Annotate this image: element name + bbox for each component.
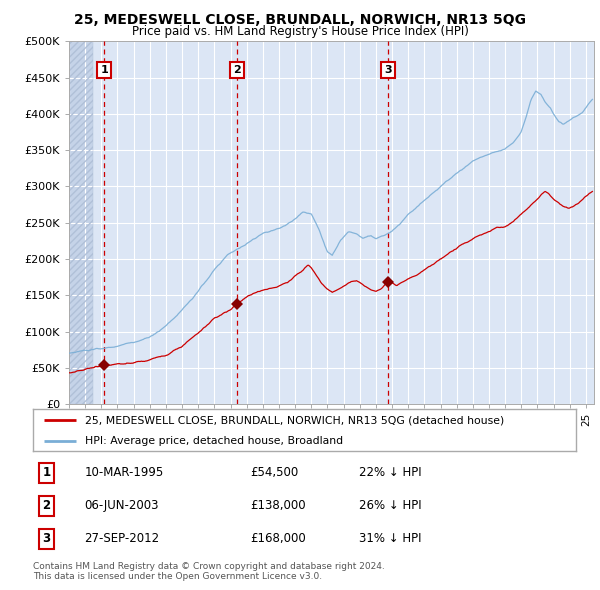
Text: 06-JUN-2003: 06-JUN-2003 (85, 499, 159, 513)
Text: 1: 1 (101, 65, 108, 76)
Bar (69, 41, 93, 404)
Text: 2: 2 (233, 65, 241, 76)
Text: £138,000: £138,000 (250, 499, 306, 513)
Text: 25, MEDESWELL CLOSE, BRUNDALL, NORWICH, NR13 5QG: 25, MEDESWELL CLOSE, BRUNDALL, NORWICH, … (74, 13, 526, 27)
Text: 3: 3 (43, 532, 50, 546)
Text: £54,500: £54,500 (250, 466, 298, 480)
Text: Price paid vs. HM Land Registry's House Price Index (HPI): Price paid vs. HM Land Registry's House … (131, 25, 469, 38)
Text: 2: 2 (43, 499, 50, 513)
Text: 25, MEDESWELL CLOSE, BRUNDALL, NORWICH, NR13 5QG (detached house): 25, MEDESWELL CLOSE, BRUNDALL, NORWICH, … (85, 415, 504, 425)
Bar (69, 41, 93, 404)
Text: Contains HM Land Registry data © Crown copyright and database right 2024.
This d: Contains HM Land Registry data © Crown c… (33, 562, 385, 581)
Text: 26% ↓ HPI: 26% ↓ HPI (359, 499, 421, 513)
Text: 31% ↓ HPI: 31% ↓ HPI (359, 532, 421, 546)
Text: £168,000: £168,000 (250, 532, 306, 546)
Text: 1: 1 (43, 466, 50, 480)
Text: 3: 3 (384, 65, 392, 76)
Text: 22% ↓ HPI: 22% ↓ HPI (359, 466, 421, 480)
Text: 27-SEP-2012: 27-SEP-2012 (85, 532, 160, 546)
Text: HPI: Average price, detached house, Broadland: HPI: Average price, detached house, Broa… (85, 436, 343, 445)
Text: 10-MAR-1995: 10-MAR-1995 (85, 466, 164, 480)
